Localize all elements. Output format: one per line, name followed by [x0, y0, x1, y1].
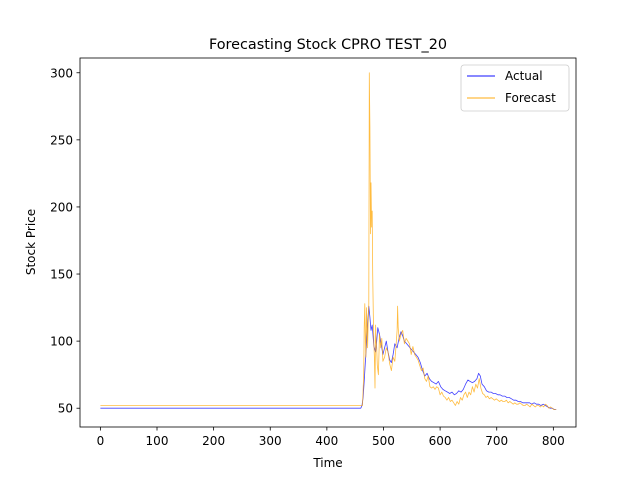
- x-tick-label: 600: [429, 434, 452, 448]
- plot-lines: [100, 72, 557, 411]
- x-tick-label: 800: [542, 434, 565, 448]
- x-axis-title: Time: [312, 456, 342, 470]
- x-tick-label: 100: [146, 434, 169, 448]
- x-tick-label: 500: [372, 434, 395, 448]
- x-tick-label: 400: [315, 434, 338, 448]
- y-tick-label: 200: [50, 200, 73, 214]
- y-tick-label: 250: [50, 133, 73, 147]
- chart-title: Forecasting Stock CPRO TEST_20: [209, 37, 447, 53]
- x-tick-label: 0: [97, 434, 105, 448]
- legend-label-forecast: Forecast: [505, 91, 556, 105]
- x-tick-label: 200: [202, 434, 225, 448]
- y-axis: 50 100 150 200 250 300: [50, 66, 80, 416]
- legend-label-actual: Actual: [505, 69, 543, 83]
- series-line-forecast: [100, 72, 557, 411]
- y-tick-label: 100: [50, 335, 73, 349]
- y-tick-label: 300: [50, 66, 73, 80]
- x-tick-label: 700: [485, 434, 508, 448]
- y-axis-title: Stock Price: [24, 209, 38, 275]
- legend: Actual Forecast: [460, 64, 570, 112]
- x-tick-label: 300: [259, 434, 282, 448]
- y-tick-label: 150: [50, 268, 73, 282]
- y-tick-label: 50: [58, 402, 73, 416]
- x-axis: 0 100 200 300 400 500 600 700 800: [97, 427, 565, 448]
- plot-frame: [79, 57, 577, 428]
